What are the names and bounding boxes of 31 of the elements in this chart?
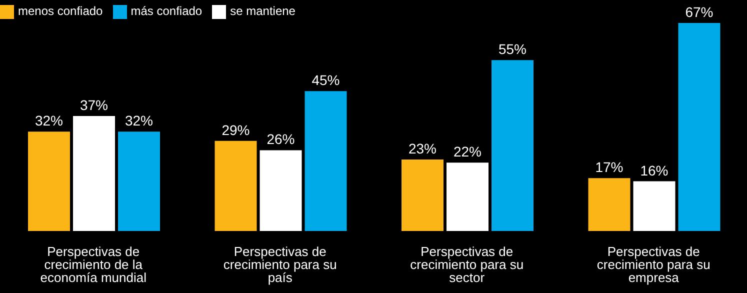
data-label: 32% <box>34 112 64 129</box>
data-label: 29% <box>222 122 250 138</box>
data-label: 37% <box>80 97 108 114</box>
data-label: 45% <box>312 72 340 88</box>
data-label: 17% <box>595 159 624 176</box>
bar <box>446 162 489 231</box>
bar <box>492 60 534 231</box>
x-tick-label: Perspectivas de crecimiento de la economía mundial <box>40 244 147 286</box>
bar <box>28 132 70 231</box>
x-tick-label: Perspectivas de crecimiento para su país <box>223 244 337 286</box>
bar <box>678 22 720 231</box>
bar <box>304 91 347 231</box>
data-label: 23% <box>408 140 437 157</box>
legend-label: se mantiene <box>230 4 296 18</box>
bar <box>73 116 116 231</box>
data-label: 67% <box>685 4 714 20</box>
legend-label: más confiado <box>130 4 202 18</box>
x-tick-label: Perspectivas de crecimiento para su empresa <box>596 244 710 286</box>
bar <box>260 150 302 231</box>
x-tick-label: Perspectivas de crecimiento para su sector <box>410 244 524 286</box>
bar <box>214 140 257 231</box>
bar <box>118 132 160 231</box>
bar <box>402 160 444 231</box>
data-label: 16% <box>640 162 668 178</box>
data-label: 26% <box>266 131 295 148</box>
bar <box>633 181 676 231</box>
data-label: 32% <box>124 112 154 129</box>
bar <box>588 178 630 231</box>
data-label: 55% <box>498 41 527 58</box>
legend-label: menos confiado <box>18 4 103 18</box>
data-label: 22% <box>453 144 482 160</box>
